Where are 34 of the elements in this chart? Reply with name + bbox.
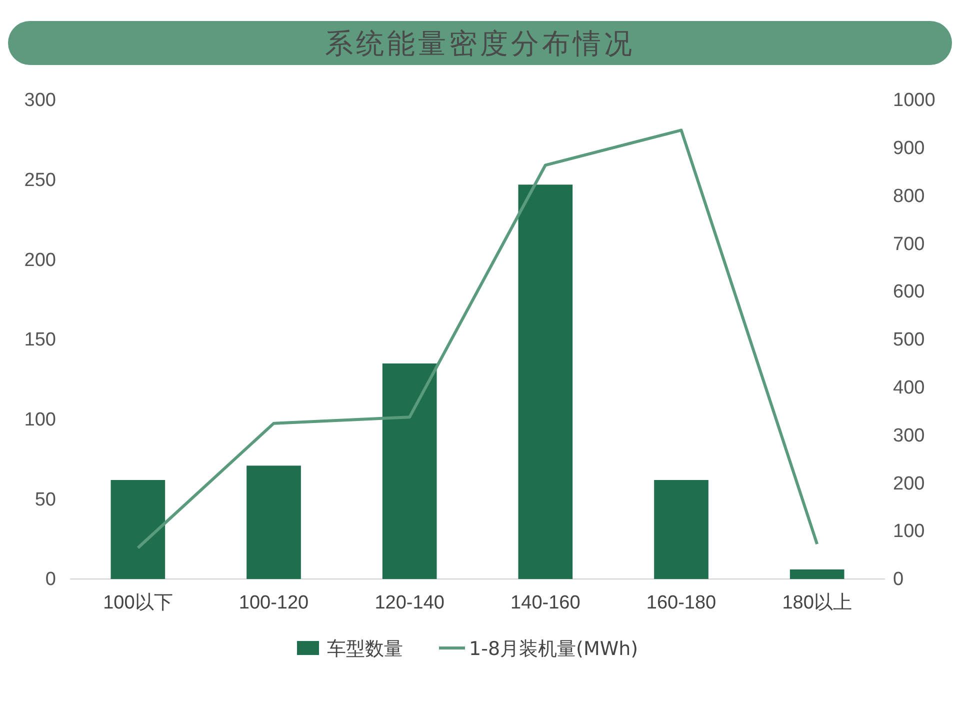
legend-label: 车型数量 <box>327 638 403 660</box>
bar <box>654 480 708 579</box>
y2-tick-label: 400 <box>893 377 925 398</box>
bar <box>518 184 573 579</box>
y2-tick-label: 200 <box>893 473 925 494</box>
x-tick-label: 100-120 <box>238 592 309 614</box>
bar <box>790 569 844 579</box>
y-tick-label: 0 <box>45 569 56 590</box>
y2-tick-label: 600 <box>893 282 925 303</box>
y-tick-label: 50 <box>34 489 56 510</box>
bar <box>110 480 166 579</box>
y-tick-label: 250 <box>24 170 56 191</box>
y2-tick-label: 500 <box>893 330 925 351</box>
bar <box>246 466 301 579</box>
x-tick-label: 120-140 <box>374 592 444 614</box>
y-tick-label: 150 <box>24 330 56 351</box>
x-tick-label: 140-160 <box>510 592 580 614</box>
bar <box>382 363 437 579</box>
y2-tick-label: 800 <box>893 186 925 207</box>
y-tick-label: 200 <box>24 250 56 271</box>
line-series <box>136 128 819 550</box>
y-tick-label: 100 <box>24 409 56 430</box>
y-tick-label: 300 <box>24 90 56 112</box>
x-tick-label: 180以上 <box>782 592 852 614</box>
x-tick-label: 160-180 <box>646 592 716 614</box>
y2-tick-label: 900 <box>893 138 925 159</box>
chart-title: 系统能量密度分布情况 <box>325 27 635 60</box>
legend-label: 1-8月装机量(MWh) <box>469 638 638 660</box>
y2-tick-label: 1000 <box>893 90 936 112</box>
y2-tick-label: 0 <box>893 569 904 590</box>
x-tick-label: 100以下 <box>103 592 173 614</box>
y2-tick-label: 700 <box>893 234 925 255</box>
y2-tick-label: 100 <box>893 521 925 542</box>
y2-tick-label: 300 <box>893 425 925 446</box>
